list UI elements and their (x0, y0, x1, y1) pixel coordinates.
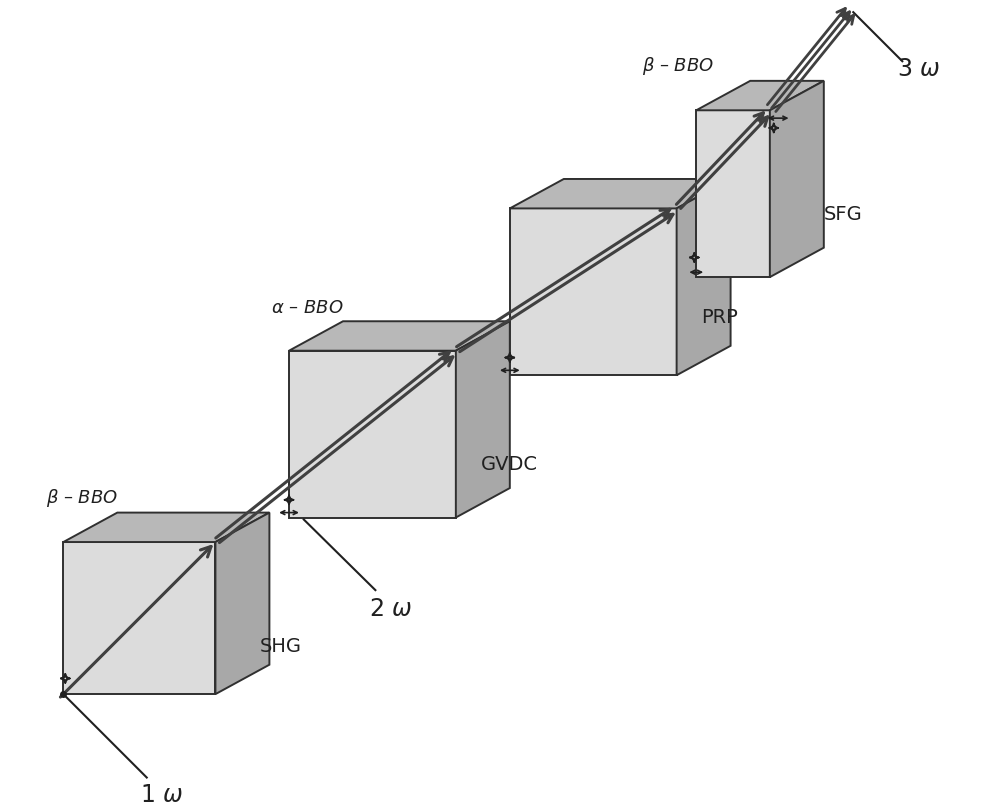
Text: 1 $\omega$: 1 $\omega$ (140, 783, 183, 806)
Polygon shape (63, 543, 215, 694)
Text: 2 $\omega$: 2 $\omega$ (369, 596, 413, 620)
Polygon shape (289, 322, 510, 351)
Polygon shape (770, 82, 824, 277)
Polygon shape (510, 209, 677, 375)
Text: GVDC: GVDC (480, 454, 537, 474)
Polygon shape (215, 513, 269, 694)
Polygon shape (63, 513, 269, 543)
Text: 3 $\omega$: 3 $\omega$ (897, 57, 941, 81)
Polygon shape (677, 180, 731, 375)
Text: $\beta$ – BBO: $\beta$ – BBO (642, 55, 714, 77)
Text: PRP: PRP (701, 307, 738, 327)
Text: $\beta$ – BBO: $\beta$ – BBO (46, 486, 118, 508)
Polygon shape (289, 351, 456, 518)
Polygon shape (696, 82, 824, 111)
Polygon shape (510, 180, 731, 209)
Polygon shape (456, 322, 510, 518)
Polygon shape (696, 111, 770, 277)
Text: SHG: SHG (260, 636, 302, 654)
Text: SFG: SFG (824, 204, 863, 224)
Text: $\alpha$ – BBO: $\alpha$ – BBO (271, 299, 344, 317)
